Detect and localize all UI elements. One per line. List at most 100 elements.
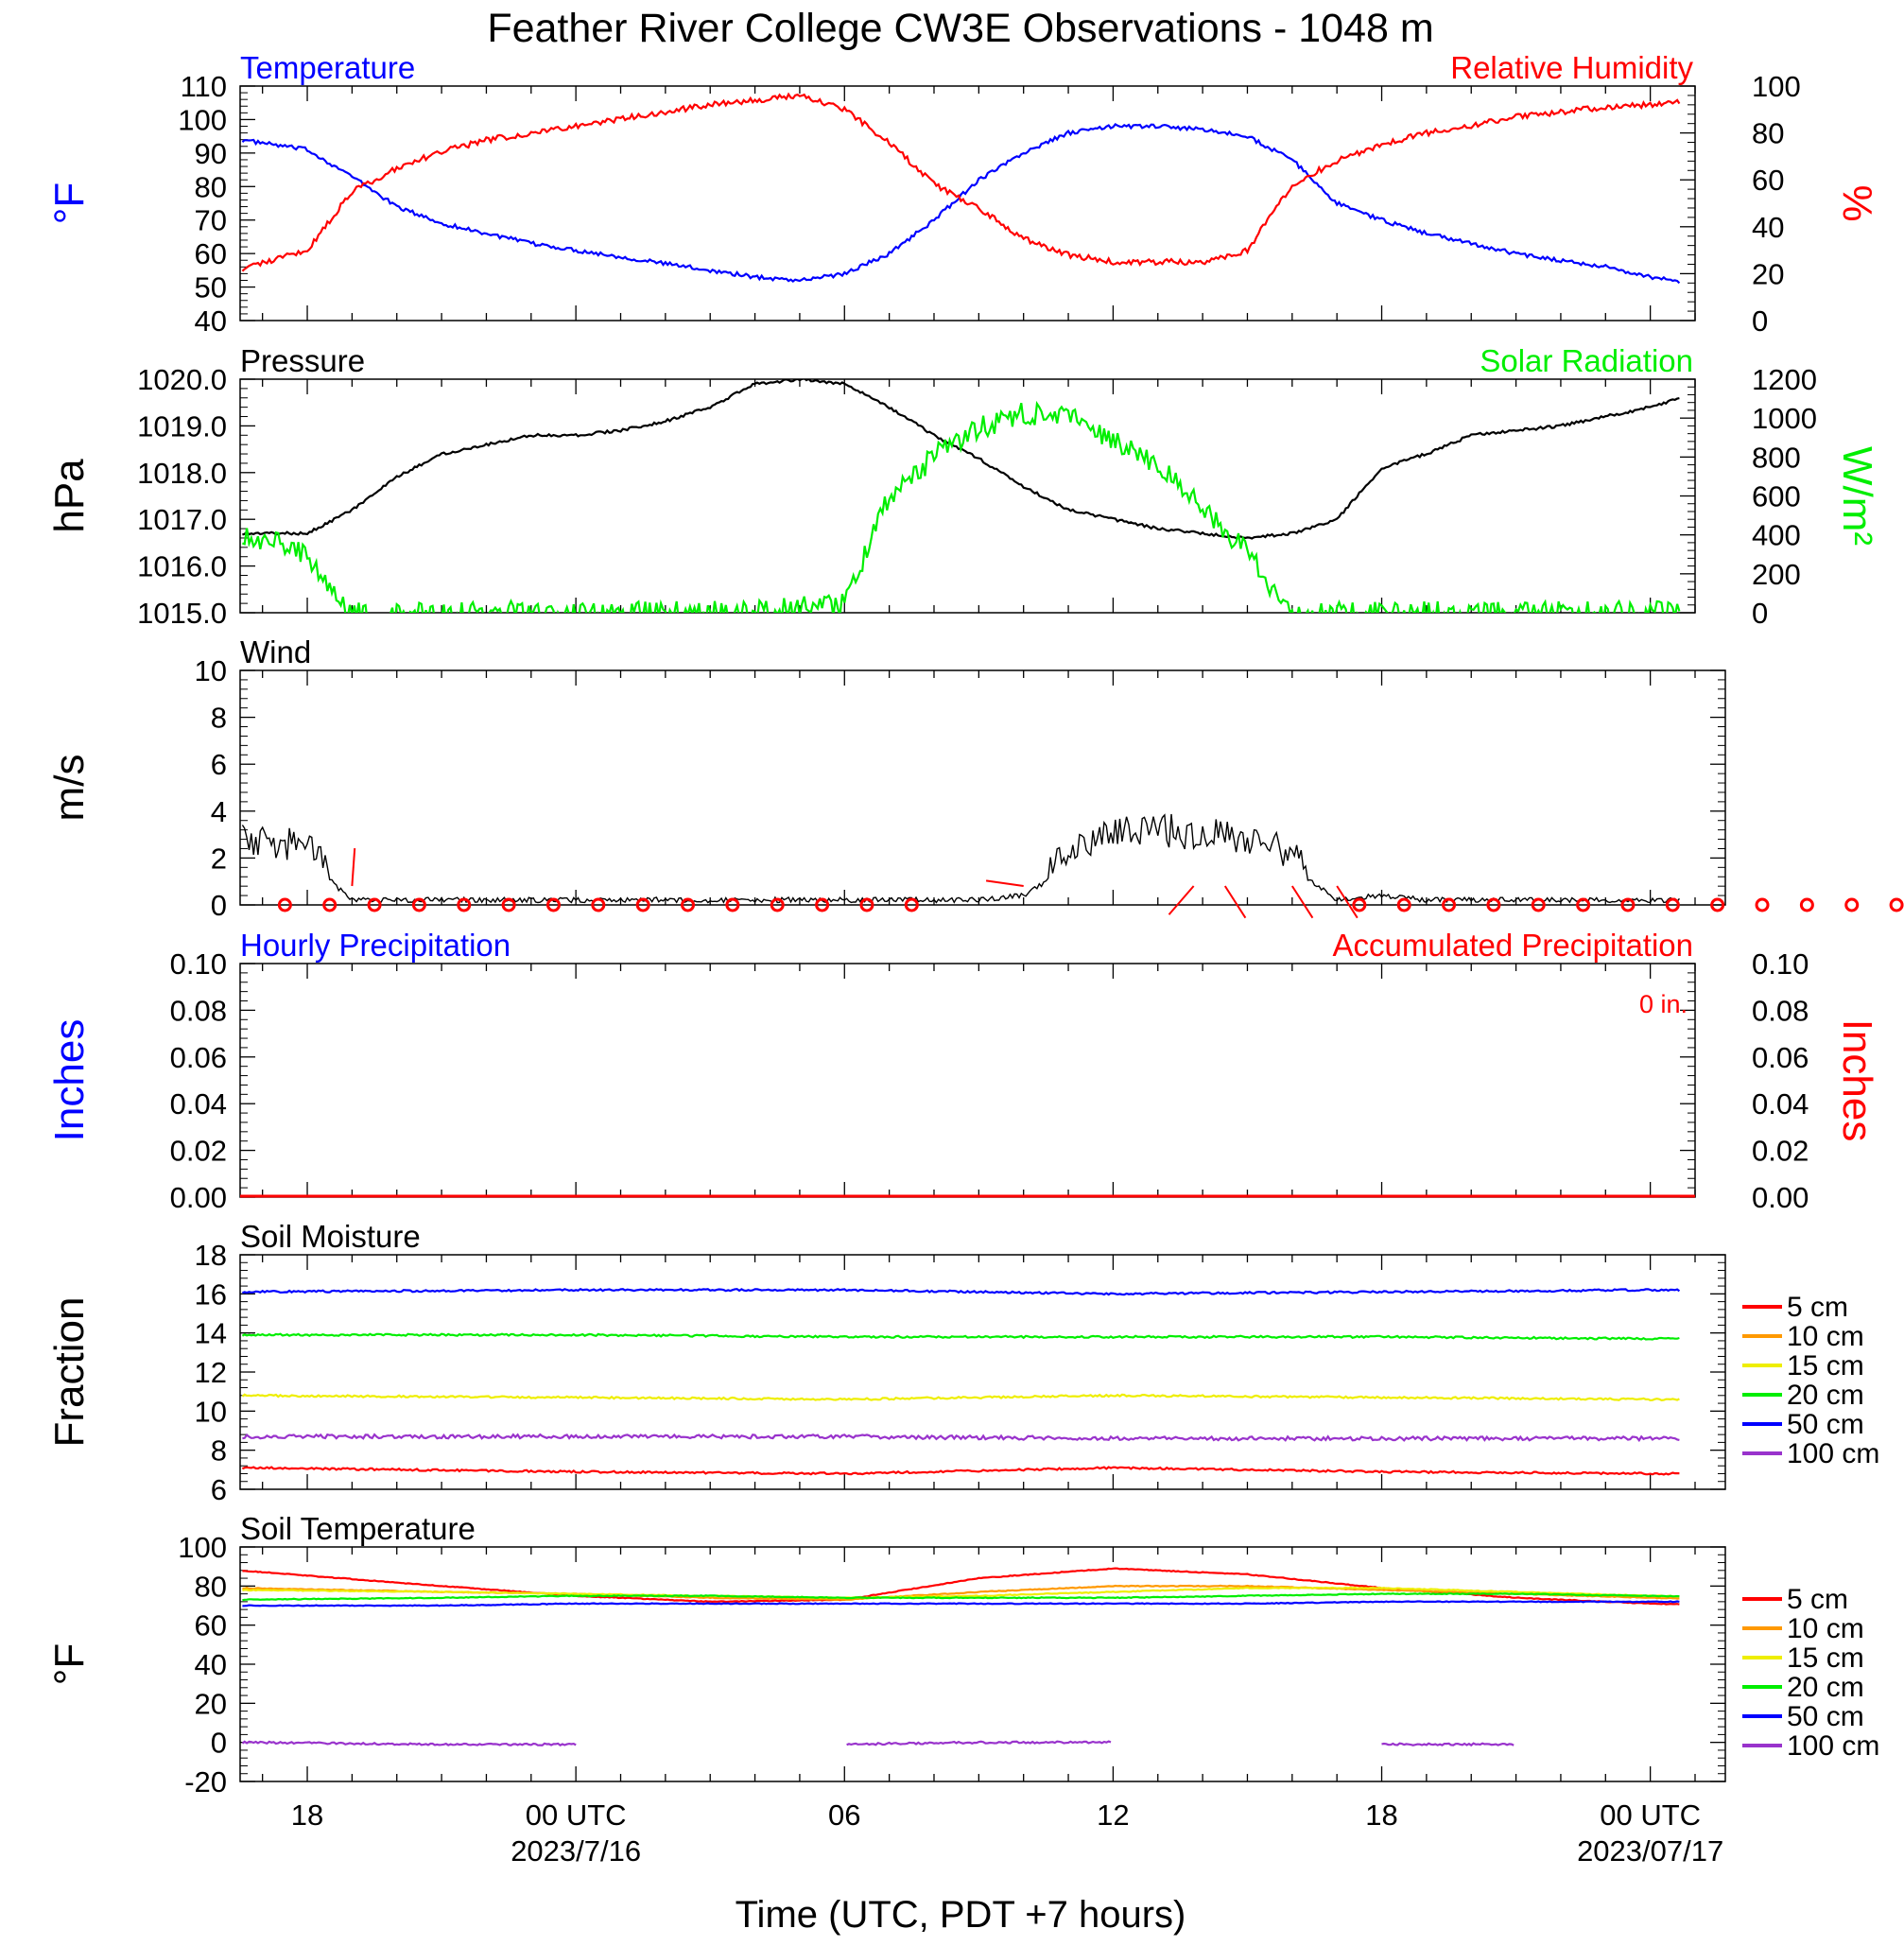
y-right-tick-label: 0.04: [1752, 1087, 1809, 1121]
panel-title: Pressure: [240, 343, 365, 378]
legend-label: 50 cm: [1787, 1701, 1864, 1732]
wind-calm-circle: [1396, 897, 1411, 912]
wind-barb: [985, 879, 1024, 887]
y-right-tick-label: 800: [1752, 441, 1801, 474]
y-tick-label: 0.08: [170, 994, 227, 1027]
y-right-tick-label: 60: [1752, 164, 1784, 197]
wind-barb: [351, 848, 356, 887]
y-tick-label: 1019.0: [137, 409, 227, 443]
panel-title: Wind: [240, 634, 311, 669]
panel-frame: [239, 378, 1696, 614]
y-tick-label: 100: [178, 1531, 227, 1564]
legend-label: 15 cm: [1787, 1642, 1864, 1674]
series-line-50-cm: [242, 1600, 1680, 1607]
y-right-tick-label: 0.08: [1752, 994, 1809, 1027]
y-tick-label: 0: [211, 889, 227, 922]
wind-calm-circle: [1889, 897, 1904, 912]
wind-calm-circle: [1576, 897, 1591, 912]
y-tick-label: 50: [195, 271, 227, 304]
y-tick-label: 0.10: [170, 947, 227, 981]
wind-calm-circle: [725, 897, 740, 912]
y-tick-label: 110: [181, 70, 227, 103]
y-tick-label: 6: [211, 748, 227, 781]
chart-title: Feather River College CW3E Observations …: [487, 6, 1433, 51]
legend-label: 20 cm: [1787, 1380, 1864, 1411]
y-tick-label: 0.04: [170, 1087, 227, 1121]
y-axis-title-right: %: [1834, 184, 1880, 221]
y-right-tick-label: 40: [1752, 211, 1784, 244]
y-right-tick-label: 0.00: [1752, 1181, 1809, 1214]
wind-calm-circle: [411, 897, 426, 912]
y-tick-label: 60: [195, 1609, 227, 1642]
legend-label: 100 cm: [1787, 1438, 1879, 1469]
x-tick-label: 18: [1365, 1798, 1397, 1832]
y-right-tick-label: 0.02: [1752, 1135, 1809, 1168]
precip-annotation: 0 in.: [1639, 990, 1688, 1018]
y-axis-title: Fraction: [46, 1297, 93, 1448]
series-line-100-cm: [241, 1740, 1515, 1747]
wind-calm-circle: [635, 897, 650, 912]
y-axis-title-right: W/m²: [1834, 446, 1880, 546]
y-tick-label: 14: [195, 1317, 227, 1350]
wind-calm-circle: [815, 897, 830, 912]
y-right-tick-label: 20: [1752, 257, 1784, 290]
panel-pressure: 1015.0 1016.0 1017.0 1018.0 1019.0 1020.0 0 200…: [46, 343, 1880, 630]
y-tick-label: 2: [211, 842, 227, 875]
y-axis-title: Inches: [46, 1019, 93, 1142]
y-right-tick-label: 400: [1752, 519, 1801, 552]
wind-calm-circle: [1710, 897, 1725, 912]
wind-calm-circle: [501, 897, 516, 912]
wind-calm-circle: [770, 897, 785, 912]
y-tick-label: 60: [195, 237, 227, 270]
y-right-tick-label: 1200: [1752, 363, 1817, 396]
legend-label: 100 cm: [1787, 1730, 1879, 1762]
y-tick-label: 4: [211, 795, 227, 828]
y-tick-label: -20: [184, 1765, 227, 1798]
panel-title-right: Accumulated Precipitation: [1332, 928, 1693, 963]
y-axis-title: hPa: [46, 459, 93, 533]
y-tick-label: 0.02: [170, 1135, 227, 1168]
series-line-100-cm: [242, 1433, 1680, 1443]
wind-calm-circle: [277, 897, 292, 912]
panel-soil-temperature: -20 0 20 40 60 80 100 Soil Temperature °F 5 cm10 …: [46, 1511, 1879, 1798]
y-tick-label: 6: [211, 1473, 227, 1506]
wind-calm-circle: [1442, 897, 1457, 912]
x-tick-label: 00 UTC: [1600, 1798, 1701, 1832]
y-tick-label: 40: [195, 304, 227, 338]
panel-frame: [239, 85, 1696, 321]
y-right-tick-label: 1000: [1752, 402, 1817, 435]
legend-label: 20 cm: [1787, 1672, 1864, 1703]
panel-wind: 0 2 4 6 8 10 Wind m/s: [46, 634, 1904, 922]
y-tick-label: 80: [195, 170, 227, 203]
y-tick-label: 80: [195, 1570, 227, 1603]
x-date-label: 2023/07/17: [1577, 1834, 1723, 1868]
y-tick-label: 1018.0: [137, 457, 227, 490]
wind-calm-circle: [457, 897, 472, 912]
x-tick-label: 12: [1097, 1798, 1129, 1832]
series-line-5-cm: [242, 1567, 1680, 1606]
wind-barb: [1223, 885, 1247, 919]
wind-calm-circle: [681, 897, 696, 912]
y-tick-label: 18: [195, 1239, 227, 1272]
legend-label: 15 cm: [1787, 1350, 1864, 1381]
panel-title-right: Solar Radiation: [1480, 343, 1693, 378]
wind-barb: [1168, 885, 1195, 915]
legend-label: 5 cm: [1787, 1292, 1848, 1323]
y-right-tick-label: 0: [1752, 597, 1768, 630]
panel-title: Soil Moisture: [240, 1219, 421, 1254]
wind-calm-circle: [1755, 897, 1770, 912]
legend-label: 10 cm: [1787, 1613, 1864, 1644]
series-line-relative-humidity: [241, 92, 1681, 272]
wind-calm-circle: [591, 897, 606, 912]
y-tick-label: 0: [211, 1727, 227, 1760]
y-right-tick-label: 0: [1752, 304, 1768, 338]
y-tick-label: 0.06: [170, 1041, 227, 1074]
panel-hourly-precipitation: 0.00 0.02 0.04 0.06 0.08 0.10 0.00 0.02 0.04 0.06…: [46, 928, 1880, 1214]
x-tick-label: 18: [291, 1798, 323, 1832]
legend-label: 5 cm: [1787, 1584, 1848, 1615]
y-tick-label: 8: [211, 702, 227, 735]
panel-title: Temperature: [240, 50, 415, 85]
y-right-tick-label: 100: [1752, 70, 1801, 103]
series-line-15-cm: [242, 1586, 1680, 1600]
